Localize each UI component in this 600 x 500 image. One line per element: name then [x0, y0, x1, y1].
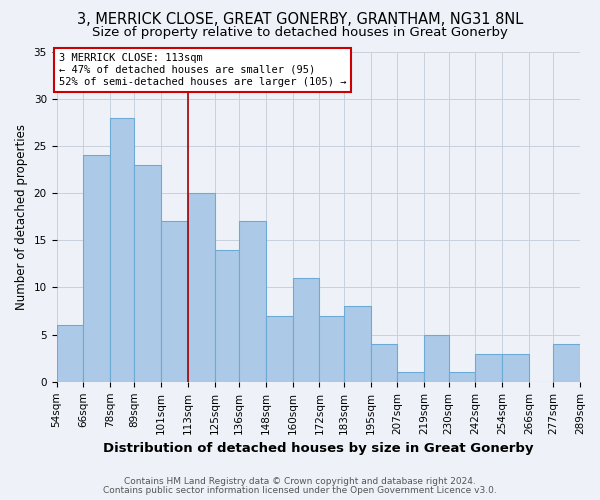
Bar — [553, 344, 580, 382]
Bar — [424, 334, 449, 382]
Bar — [266, 316, 293, 382]
Text: Size of property relative to detached houses in Great Gonerby: Size of property relative to detached ho… — [92, 26, 508, 39]
Bar — [319, 316, 344, 382]
Bar — [161, 222, 188, 382]
Text: 3 MERRICK CLOSE: 113sqm
← 47% of detached houses are smaller (95)
52% of semi-de: 3 MERRICK CLOSE: 113sqm ← 47% of detache… — [59, 54, 346, 86]
Bar — [449, 372, 475, 382]
Bar — [56, 325, 83, 382]
Bar — [188, 193, 215, 382]
Bar — [83, 156, 110, 382]
Text: Contains HM Land Registry data © Crown copyright and database right 2024.: Contains HM Land Registry data © Crown c… — [124, 477, 476, 486]
Bar — [239, 222, 266, 382]
Bar — [475, 354, 502, 382]
Bar — [110, 118, 134, 382]
Bar — [502, 354, 529, 382]
Bar — [397, 372, 424, 382]
X-axis label: Distribution of detached houses by size in Great Gonerby: Distribution of detached houses by size … — [103, 442, 533, 455]
Text: 3, MERRICK CLOSE, GREAT GONERBY, GRANTHAM, NG31 8NL: 3, MERRICK CLOSE, GREAT GONERBY, GRANTHA… — [77, 12, 523, 28]
Text: Contains public sector information licensed under the Open Government Licence v3: Contains public sector information licen… — [103, 486, 497, 495]
Bar — [134, 165, 161, 382]
Bar — [215, 250, 239, 382]
Y-axis label: Number of detached properties: Number of detached properties — [15, 124, 28, 310]
Bar — [344, 306, 371, 382]
Bar — [371, 344, 397, 382]
Bar — [293, 278, 319, 382]
